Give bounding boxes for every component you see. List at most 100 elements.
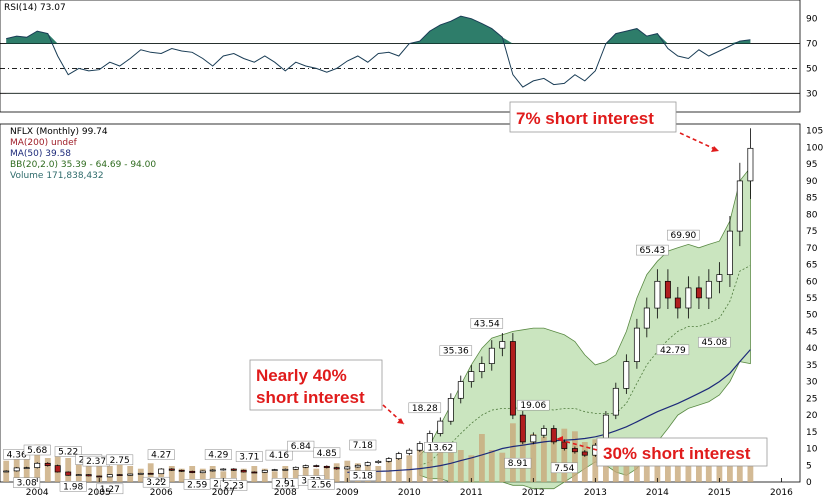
xtick-2011: 2011 [460, 488, 483, 498]
volume-bar [230, 468, 237, 482]
price-ytick-90: 90 [806, 177, 818, 187]
volume-bar [736, 452, 743, 482]
volume-bar [519, 426, 526, 482]
price-label: 42.79 [660, 346, 686, 356]
candle-body [747, 147, 754, 182]
candle-body [457, 381, 464, 399]
price-ytick-80: 80 [806, 210, 818, 220]
legend-bb: BB(20,2.0) 35.39 - 64.69 - 94.00 [10, 160, 156, 170]
rsi-ytick-70: 70 [806, 40, 818, 50]
price-ytick-65: 65 [806, 261, 817, 271]
volume-bar [44, 458, 51, 482]
price-ytick-40: 40 [806, 344, 818, 354]
price-label-box [287, 440, 315, 452]
volume-bar [530, 434, 537, 482]
legend-ma50: MA(50) 39.58 [10, 149, 71, 159]
candle-body [540, 428, 547, 436]
callout-7-percent: 7% short interest [509, 101, 719, 152]
candle-body [85, 474, 92, 477]
candle-body [623, 361, 630, 389]
candle-body [333, 467, 340, 470]
candle-body [447, 398, 454, 422]
volume-bar [137, 468, 144, 482]
price-legend: NFLX (Monthly) 99.74 MA(200) undef MA(50… [10, 127, 156, 181]
volume-bar [727, 455, 733, 482]
rsi-legend: RSI(14) 73.07 [4, 3, 66, 13]
price-label: 13.62 [427, 443, 453, 453]
price-ytick-20: 20 [806, 411, 818, 421]
candle-body [664, 280, 671, 299]
xtick-2016: 2016 [770, 488, 793, 498]
price-ytick-55: 55 [806, 294, 817, 304]
volume-bar [592, 439, 599, 482]
candle-body [530, 434, 537, 443]
price-label-box [470, 318, 504, 329]
volume-bar [685, 455, 692, 482]
candle-body [302, 465, 309, 468]
xtick-2005: 2005 [88, 488, 111, 498]
xtick-2014: 2014 [646, 488, 669, 498]
price-label: 2.37 [86, 457, 106, 467]
callout-7-percent-text: 7% short interest [516, 109, 654, 128]
volume-bar [375, 466, 382, 482]
price-label: 2.59 [187, 480, 207, 490]
price-label-box [656, 344, 690, 356]
volume-bar [406, 455, 413, 482]
xtick-2009: 2009 [336, 488, 359, 498]
volume-bar [147, 463, 154, 482]
price-label-box [23, 444, 51, 456]
volume-bar [457, 450, 464, 482]
candle-body [695, 287, 702, 299]
price-label-box [142, 476, 170, 488]
candle-body [478, 363, 485, 372]
xtick-2007: 2007 [212, 488, 235, 498]
volume-bar [106, 466, 113, 482]
price-label: 2.56 [311, 480, 331, 490]
candle-body [251, 471, 258, 474]
price-label-box [147, 449, 175, 460]
volume-bar [696, 452, 702, 482]
callout-30-percent: 30% short interest [556, 436, 768, 467]
candle-body [519, 414, 526, 443]
price-ytick-35: 35 [806, 361, 817, 371]
volume-bar [550, 431, 557, 482]
price-label: 35.36 [443, 347, 469, 357]
candle-body [643, 307, 650, 329]
volume-bar [75, 463, 82, 482]
candle-body [178, 469, 185, 472]
candle-body [561, 441, 568, 449]
candle-body [65, 471, 72, 476]
volume-bar [437, 447, 444, 482]
volume-bar [240, 468, 247, 482]
candle-body [612, 387, 619, 416]
price-ytick-30: 30 [806, 378, 818, 388]
candle-body [189, 470, 196, 473]
price-ytick-70: 70 [806, 244, 818, 254]
volume-bar [65, 458, 72, 482]
candle-body [127, 473, 134, 476]
xtick-2006: 2006 [150, 488, 173, 498]
rsi-ytick-30: 30 [806, 89, 818, 99]
price-label: 3.71 [239, 453, 259, 463]
candle-body [75, 474, 82, 476]
price-label: 18.28 [412, 404, 438, 414]
volume-bar [499, 452, 506, 482]
price-labels: 4.363.085.685.221.982.802.371.272.753.22… [3, 229, 731, 495]
volume-bar [468, 455, 475, 482]
xtick-2010: 2010 [398, 488, 421, 498]
xtick-2008: 2008 [274, 488, 297, 498]
legend-nflx: NFLX (Monthly) 99.74 [10, 127, 108, 137]
candle-body [437, 420, 444, 434]
volume-bar [199, 468, 206, 482]
candle-body [674, 297, 681, 309]
price-label: 7.18 [353, 441, 373, 451]
candle-body [44, 462, 51, 466]
price-ytick-15: 15 [806, 428, 817, 438]
candle-body [633, 327, 640, 362]
volume-bar [426, 444, 433, 482]
price-label: 7.54 [554, 464, 574, 474]
price-label: 4.29 [208, 451, 228, 461]
candle-body [23, 467, 30, 469]
candle-body [426, 433, 433, 444]
callout-nearly-40: Nearly 40% short interest [249, 359, 405, 425]
